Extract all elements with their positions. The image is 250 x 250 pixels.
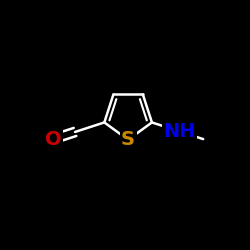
Text: S: S [121, 130, 135, 149]
Text: O: O [45, 130, 62, 148]
Text: NH: NH [163, 122, 196, 141]
